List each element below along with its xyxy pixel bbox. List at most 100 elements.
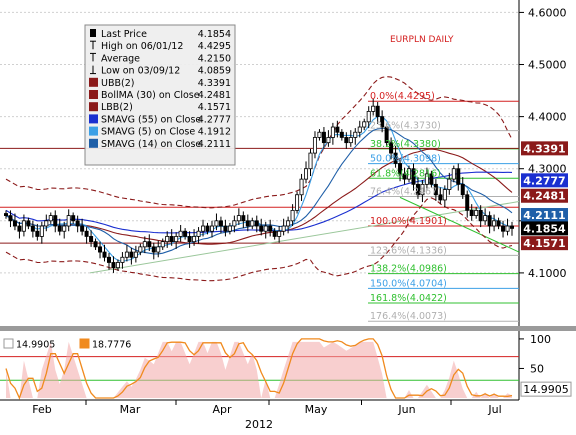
candle-body <box>424 173 429 185</box>
y-tick-label: 4.4000 <box>528 111 567 124</box>
candle-body <box>492 220 497 227</box>
legend-label: UBB(2) <box>101 78 134 89</box>
candle-body <box>474 209 479 216</box>
candle-body <box>295 194 300 211</box>
legend-value: 4.3391 <box>198 78 231 89</box>
candle-body <box>48 215 53 222</box>
candle-body <box>429 173 434 185</box>
legend-value: 4.2111 <box>198 139 231 150</box>
candle-body <box>353 131 358 138</box>
oscillator-line <box>5 338 513 400</box>
candle-body <box>174 236 179 243</box>
sub-legend-swatch <box>79 338 90 349</box>
candle-body <box>187 236 192 243</box>
month-label: Feb <box>32 403 51 416</box>
candle-body <box>442 189 447 201</box>
candle-body <box>451 168 456 180</box>
candle-body <box>232 220 237 227</box>
candle-body <box>339 131 344 138</box>
candle-body <box>286 220 291 227</box>
candle-body <box>407 168 412 180</box>
candle-body <box>433 183 438 196</box>
month-label: May <box>305 403 328 416</box>
candle-body <box>209 225 214 232</box>
candle-body <box>120 256 125 263</box>
candle-body <box>330 126 335 138</box>
candle-body <box>98 246 103 253</box>
fibonacci-labels: 0.0%(4.4295) 23.6%(4.3730) 38.2%(4.3380) 50… <box>370 91 447 322</box>
candle-body <box>317 131 322 138</box>
legend-label: BollMA (30) on Close <box>101 90 200 101</box>
candle-body <box>89 236 94 243</box>
candle-body <box>277 230 282 237</box>
candle-body <box>505 225 510 232</box>
candle-body <box>254 220 259 227</box>
candle-body <box>272 230 277 237</box>
candle-body <box>362 121 367 128</box>
candlesticks[interactable] <box>4 98 514 273</box>
fib-level-label: 0.0%(4.4295) <box>370 91 435 102</box>
candle-body <box>156 246 161 253</box>
price-tag-label: 4.2111 <box>523 209 565 222</box>
price-tag <box>521 208 568 223</box>
y-tick-label: 4.3000 <box>528 163 567 176</box>
legend-label: Average <box>101 53 140 64</box>
legend-value: 4.4295 <box>198 41 231 52</box>
candle-body <box>438 194 443 201</box>
candle-body <box>469 209 474 216</box>
candle-body <box>371 105 376 112</box>
candle-body <box>487 215 492 227</box>
legend-value: 4.2481 <box>198 90 231 101</box>
candle-body <box>236 215 241 222</box>
fib-level-label: 23.6%(4.3730) <box>370 121 441 132</box>
legend-value: 4.1571 <box>198 102 231 113</box>
candle-body <box>201 225 206 232</box>
candle-body <box>165 236 170 243</box>
price-tag <box>521 236 568 251</box>
swatch-icon <box>89 90 98 99</box>
candle-body <box>227 225 232 232</box>
price-tag-label: 4.3391 <box>523 142 565 155</box>
legend-value: 4.1854 <box>198 29 231 40</box>
candle-body <box>71 215 76 222</box>
sub-legend-label: 18.7776 <box>92 340 131 351</box>
fib-level-label: 150.0%(4.0704) <box>370 278 447 289</box>
sub-legend-label: 14.9905 <box>16 340 55 351</box>
legend-label: High on 06/01/12 <box>101 41 183 52</box>
candle-body <box>80 225 85 232</box>
candle-body <box>133 251 138 258</box>
candle-body <box>290 209 295 222</box>
legend-value: 4.1912 <box>198 127 231 138</box>
price-tag-label: 4.1571 <box>523 237 565 250</box>
price-tag <box>521 221 568 236</box>
candle-body <box>53 215 58 227</box>
oscillator-panel[interactable]: 14.9905 18.7776 100 50 14.9905 <box>0 333 572 400</box>
legend-box[interactable]: Last Price 4.1854 High on 06/01/12 4.4295 Av… <box>84 24 236 166</box>
legend-value: 4.2777 <box>198 114 231 125</box>
candle-body <box>357 126 362 133</box>
candle-body <box>268 225 273 232</box>
candle-body <box>102 251 107 258</box>
fib-level-label: 161.8%(4.0422) <box>370 293 447 304</box>
candle-body <box>30 225 35 232</box>
candle-body <box>478 209 483 222</box>
legend-label: SMAVG (14) on Close <box>101 139 201 150</box>
candle-body <box>62 225 67 232</box>
candle-body <box>39 225 44 237</box>
candle-body <box>398 163 403 175</box>
candle-body <box>205 225 210 232</box>
candle-body <box>389 142 394 154</box>
candle-body <box>84 230 89 237</box>
candle-body <box>415 183 420 196</box>
candle-body <box>178 230 183 237</box>
candle-body <box>192 236 197 243</box>
candle-body <box>93 241 98 248</box>
candle-body <box>411 168 416 185</box>
price-tag-label: 4.1854 <box>523 222 566 235</box>
sub-value-tag <box>520 381 572 397</box>
fib-level-label: 50.0%(4.3098) <box>370 154 441 165</box>
candle-body <box>160 241 165 248</box>
candle-body <box>147 241 152 248</box>
